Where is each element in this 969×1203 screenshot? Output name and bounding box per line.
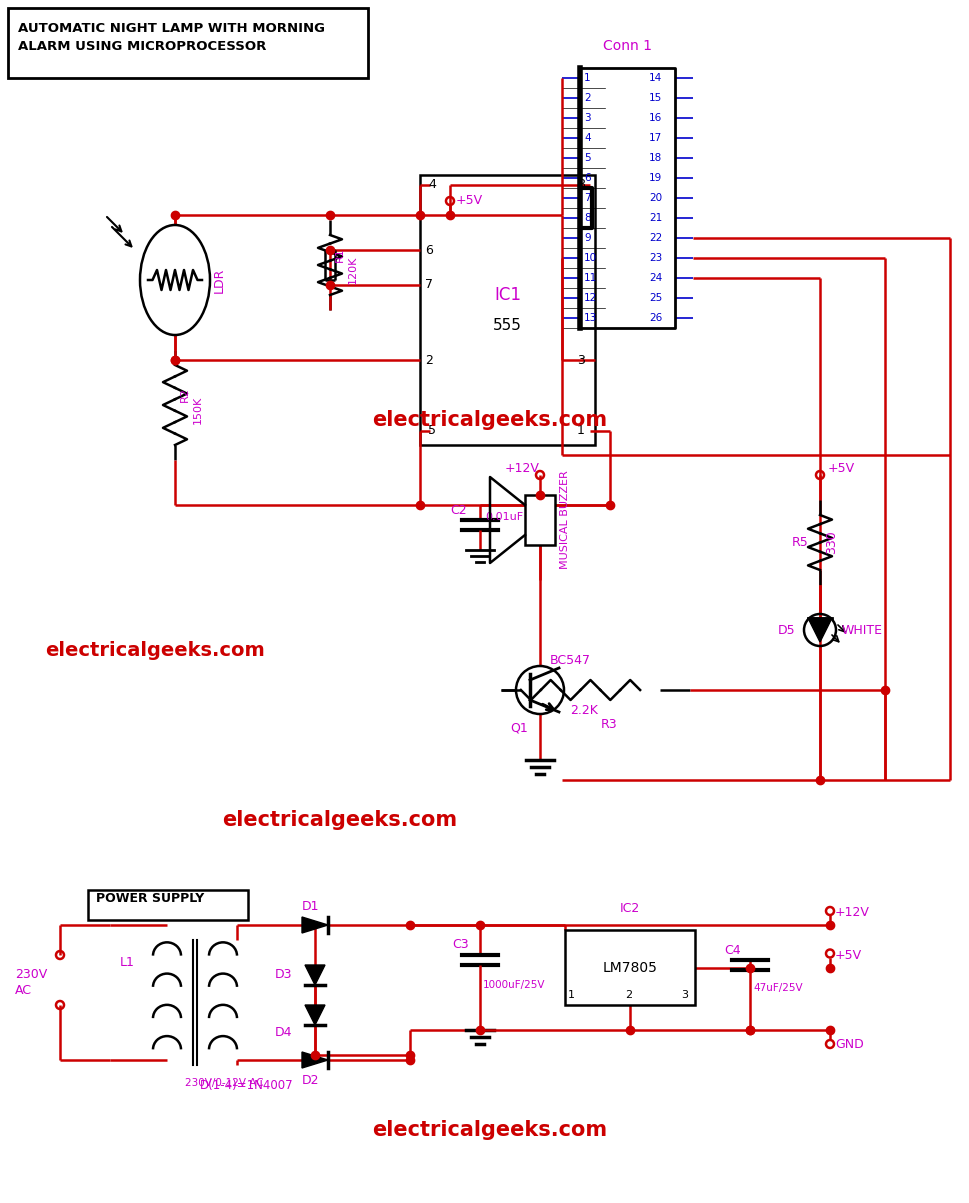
Text: Q1: Q1 bbox=[510, 722, 527, 735]
Text: 150K: 150K bbox=[193, 396, 203, 425]
Text: 21: 21 bbox=[648, 213, 662, 223]
Text: 4: 4 bbox=[583, 134, 590, 143]
Text: 7: 7 bbox=[583, 192, 590, 203]
Text: 23: 23 bbox=[648, 253, 662, 263]
Text: AC: AC bbox=[15, 984, 32, 996]
Text: MUSICAL BUZZER: MUSICAL BUZZER bbox=[559, 470, 570, 569]
Text: IC2: IC2 bbox=[619, 901, 640, 914]
Text: 25: 25 bbox=[648, 294, 662, 303]
Text: 10: 10 bbox=[583, 253, 597, 263]
Text: electricalgeeks.com: electricalgeeks.com bbox=[46, 640, 265, 659]
Text: 15: 15 bbox=[648, 93, 662, 103]
Text: IC1: IC1 bbox=[493, 286, 520, 304]
Text: 230V: 230V bbox=[15, 968, 47, 982]
Text: 9: 9 bbox=[583, 233, 590, 243]
Text: 12: 12 bbox=[583, 294, 597, 303]
Text: D4: D4 bbox=[275, 1026, 293, 1039]
Text: +12V: +12V bbox=[505, 462, 540, 474]
Text: 1: 1 bbox=[577, 425, 584, 438]
Text: R3: R3 bbox=[600, 718, 616, 731]
Text: LM7805: LM7805 bbox=[602, 960, 657, 974]
Text: R1: R1 bbox=[334, 248, 345, 262]
Text: 2.2K: 2.2K bbox=[570, 704, 598, 717]
Text: 120K: 120K bbox=[348, 256, 358, 284]
Text: 555: 555 bbox=[492, 318, 521, 332]
Text: 22: 22 bbox=[648, 233, 662, 243]
Text: LDR: LDR bbox=[213, 267, 226, 292]
Text: D2: D2 bbox=[301, 1073, 319, 1086]
Polygon shape bbox=[301, 917, 328, 934]
Text: 1: 1 bbox=[583, 73, 590, 83]
Text: 4: 4 bbox=[427, 178, 435, 191]
Text: 2: 2 bbox=[424, 354, 432, 367]
Polygon shape bbox=[807, 618, 831, 642]
Text: 3: 3 bbox=[583, 113, 590, 123]
Text: +5V: +5V bbox=[828, 462, 855, 474]
Text: 8: 8 bbox=[583, 213, 590, 223]
Text: 0.01uF: 0.01uF bbox=[484, 512, 522, 522]
Text: L1: L1 bbox=[120, 956, 135, 968]
Text: WHITE: WHITE bbox=[841, 623, 882, 636]
Text: 11: 11 bbox=[583, 273, 597, 283]
Text: 18: 18 bbox=[648, 153, 662, 162]
Bar bbox=[88, 890, 248, 920]
Ellipse shape bbox=[140, 225, 209, 334]
Text: AUTOMATIC NIGHT LAMP WITH MORNING
ALARM USING MICROPROCESSOR: AUTOMATIC NIGHT LAMP WITH MORNING ALARM … bbox=[18, 22, 325, 53]
Text: 230V/0-12V AC: 230V/0-12V AC bbox=[185, 1078, 264, 1088]
Text: 7: 7 bbox=[424, 279, 432, 291]
Text: 1000uF/25V: 1000uF/25V bbox=[483, 980, 545, 990]
Text: 13: 13 bbox=[583, 313, 597, 322]
Bar bbox=[524, 494, 554, 545]
Text: R2: R2 bbox=[180, 387, 190, 403]
Text: +5V: +5V bbox=[834, 949, 861, 962]
Text: 3: 3 bbox=[577, 354, 584, 367]
Bar bbox=[420, 174, 594, 445]
Polygon shape bbox=[304, 965, 325, 985]
Text: C3: C3 bbox=[452, 938, 468, 952]
Text: 5: 5 bbox=[583, 153, 590, 162]
Text: 26: 26 bbox=[648, 313, 662, 322]
Text: 6: 6 bbox=[583, 173, 590, 183]
Text: 2: 2 bbox=[583, 93, 590, 103]
Text: 47uF/25V: 47uF/25V bbox=[752, 983, 801, 992]
Text: D5: D5 bbox=[777, 623, 795, 636]
Text: 24: 24 bbox=[648, 273, 662, 283]
Text: 20: 20 bbox=[648, 192, 662, 203]
Bar bbox=[564, 930, 694, 1005]
Text: 2: 2 bbox=[624, 990, 632, 1000]
Text: electricalgeeks.com: electricalgeeks.com bbox=[372, 1120, 607, 1140]
Polygon shape bbox=[301, 1051, 328, 1068]
Text: 6: 6 bbox=[424, 243, 432, 256]
Text: 3: 3 bbox=[680, 990, 687, 1000]
Text: POWER SUPPLY: POWER SUPPLY bbox=[96, 891, 204, 905]
Text: electricalgeeks.com: electricalgeeks.com bbox=[222, 810, 457, 830]
Text: 14: 14 bbox=[648, 73, 662, 83]
Polygon shape bbox=[304, 1005, 325, 1025]
Text: 1: 1 bbox=[568, 990, 575, 1000]
Text: 330: 330 bbox=[825, 531, 837, 555]
Bar bbox=[8, 8, 367, 78]
Text: 17: 17 bbox=[648, 134, 662, 143]
Text: electricalgeeks.com: electricalgeeks.com bbox=[372, 410, 607, 429]
Text: 5: 5 bbox=[427, 425, 435, 438]
Text: BC547: BC547 bbox=[549, 653, 590, 666]
Text: 16: 16 bbox=[648, 113, 662, 123]
Text: R5: R5 bbox=[791, 537, 808, 549]
Text: +5V: +5V bbox=[455, 194, 483, 207]
Text: C4: C4 bbox=[723, 943, 740, 956]
Text: GND: GND bbox=[834, 1037, 862, 1050]
Text: D1: D1 bbox=[301, 901, 319, 913]
Text: 8: 8 bbox=[577, 178, 584, 191]
Text: +12V: +12V bbox=[834, 907, 869, 919]
Text: C2: C2 bbox=[450, 504, 466, 516]
Text: D3: D3 bbox=[275, 968, 293, 982]
Text: D(1-4)=1N4007: D(1-4)=1N4007 bbox=[200, 1079, 294, 1091]
Text: 19: 19 bbox=[648, 173, 662, 183]
Text: Conn 1: Conn 1 bbox=[603, 38, 651, 53]
